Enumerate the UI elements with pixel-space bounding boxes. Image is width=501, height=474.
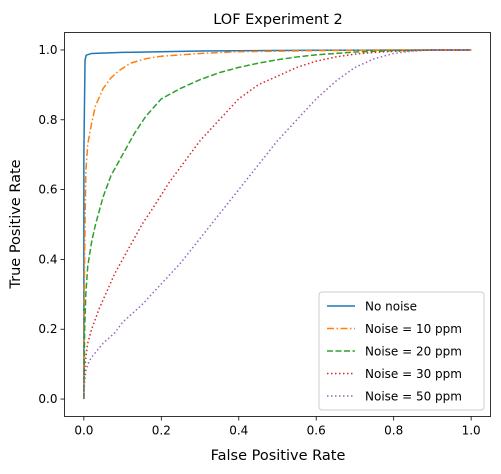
legend: No noise Noise = 10 ppm Noise = 20 ppm Nois… [318,291,485,411]
legend-label: Noise = 20 ppm [365,345,462,359]
series-line [83,49,472,400]
y-tick-label: 0.0 [38,392,57,406]
x-tick-label: 0.6 [307,424,326,438]
y-tick-label: 1.0 [38,43,57,57]
x-axis-ticks: 0.0 0.2 0.4 0.6 0.8 1.0 [74,416,481,438]
x-tick-label: 0.4 [229,424,248,438]
x-tick-label: 0.0 [74,424,93,438]
chart-title: LOF Experiment 2 [213,12,343,28]
series-line [83,49,472,400]
legend-label: Noise = 10 ppm [365,322,462,336]
x-tick-label: 0.2 [152,424,171,438]
legend-label: Noise = 30 ppm [365,367,462,381]
y-axis-ticks: 0.0 0.2 0.4 0.6 0.8 1.0 [38,43,65,406]
x-tick-label: 0.8 [384,424,403,438]
series-line [83,49,472,400]
y-tick-label: 0.4 [38,252,57,266]
legend-label: No noise [365,300,417,314]
series-line [83,49,472,400]
legend-box [318,291,485,411]
y-axis-title: True Positive Rate [8,159,24,289]
y-tick-label: 0.6 [38,183,57,197]
y-tick-label: 0.2 [38,322,57,336]
x-tick-label: 1.0 [462,424,481,438]
x-axis-title: False Positive Rate [211,448,346,464]
plot-frame [64,32,491,417]
y-tick-label: 0.8 [38,113,57,127]
plot-area [83,49,472,400]
legend-label: Noise = 50 ppm [365,390,462,404]
